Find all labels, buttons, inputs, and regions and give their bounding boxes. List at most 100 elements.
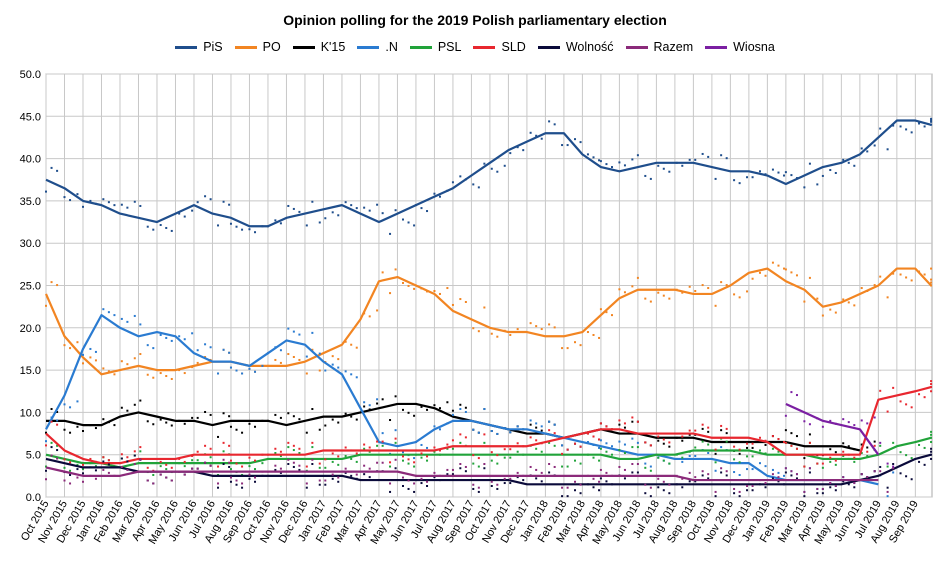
poll-point: [63, 196, 66, 199]
poll-point: [209, 447, 212, 450]
poll-point: [579, 483, 582, 486]
poll-point: [217, 372, 220, 375]
poll-point: [930, 117, 933, 120]
poll-point: [784, 429, 787, 432]
poll-point: [178, 212, 181, 215]
poll-point: [209, 413, 212, 416]
poll-point: [222, 441, 225, 444]
poll-point: [714, 177, 717, 180]
poll-point: [69, 347, 72, 350]
poll-point: [879, 389, 882, 392]
poll-point: [368, 209, 371, 212]
poll-point: [490, 480, 493, 483]
poll-point: [451, 439, 454, 442]
poll-point: [81, 205, 84, 208]
poll-point: [401, 451, 404, 454]
poll-point: [879, 275, 882, 278]
poll-point: [636, 420, 639, 423]
poll-point: [783, 174, 786, 177]
poll-point: [337, 476, 340, 479]
poll-point: [790, 474, 793, 477]
poll-point: [816, 492, 819, 495]
poll-point: [605, 471, 608, 474]
poll-point: [279, 454, 282, 457]
poll-point: [566, 144, 569, 147]
poll-point: [860, 419, 863, 422]
poll-point: [407, 458, 410, 461]
poll-point: [886, 296, 889, 299]
poll-point: [170, 479, 173, 482]
poll-point: [139, 458, 142, 461]
poll-point: [76, 463, 79, 466]
poll-point: [229, 480, 232, 483]
poll-point: [241, 372, 244, 375]
y-tick-label: 0.0: [26, 492, 41, 504]
poll-point: [368, 467, 371, 470]
poll-point: [599, 439, 602, 442]
poll-point: [566, 495, 569, 498]
poll-point: [733, 487, 736, 490]
poll-point: [574, 442, 577, 445]
poll-point: [217, 224, 220, 227]
poll-point: [133, 357, 136, 360]
poll-point: [209, 464, 212, 467]
poll-point: [553, 465, 556, 468]
poll-point: [688, 158, 691, 161]
poll-point: [930, 281, 933, 284]
poll-point: [496, 462, 499, 465]
poll-point: [363, 447, 366, 450]
poll-point: [344, 340, 347, 343]
poll-point: [292, 465, 295, 468]
poll-point: [120, 465, 123, 468]
poll-point: [522, 479, 525, 482]
poll-point: [605, 480, 608, 483]
poll-point: [847, 421, 850, 424]
poll-point: [344, 446, 347, 449]
poll-point: [905, 454, 908, 457]
poll-point: [707, 473, 710, 476]
poll-point: [631, 437, 634, 440]
poll-point: [381, 440, 384, 443]
poll-point: [803, 495, 806, 498]
poll-point: [324, 369, 327, 372]
legend-entry: K'15: [292, 40, 345, 54]
poll-point: [394, 437, 397, 440]
poll-point: [433, 446, 436, 449]
poll-point: [178, 335, 181, 338]
poll-point: [126, 363, 129, 366]
poll-point: [287, 353, 290, 356]
poll-point: [120, 203, 123, 206]
poll-point: [331, 477, 334, 480]
legend-entry: PiS: [175, 40, 223, 54]
poll-point: [681, 291, 684, 294]
poll-point: [516, 328, 519, 331]
poll-point: [701, 440, 704, 443]
poll-point: [540, 429, 543, 432]
poll-point: [331, 460, 334, 463]
poll-point: [235, 369, 238, 372]
poll-point: [477, 486, 480, 489]
poll-point: [45, 304, 47, 307]
poll-point: [599, 308, 602, 311]
poll-point: [413, 482, 416, 485]
poll-point: [866, 476, 869, 479]
poll-point: [146, 344, 149, 347]
legend-label: Wolność: [565, 40, 614, 54]
poll-point: [133, 463, 136, 466]
poll-point: [586, 153, 589, 156]
poll-point: [733, 293, 736, 296]
poll-point: [81, 362, 84, 365]
poll-point: [394, 458, 397, 461]
poll-point: [324, 479, 327, 482]
poll-point: [598, 438, 601, 441]
poll-point: [363, 206, 366, 209]
poll-point: [733, 445, 736, 448]
poll-point: [829, 448, 832, 451]
poll-point: [662, 459, 665, 462]
poll-point: [311, 408, 314, 411]
poll-point: [56, 449, 59, 452]
poll-point: [707, 426, 710, 429]
poll-point: [535, 447, 538, 450]
legend-swatch: [292, 45, 315, 49]
